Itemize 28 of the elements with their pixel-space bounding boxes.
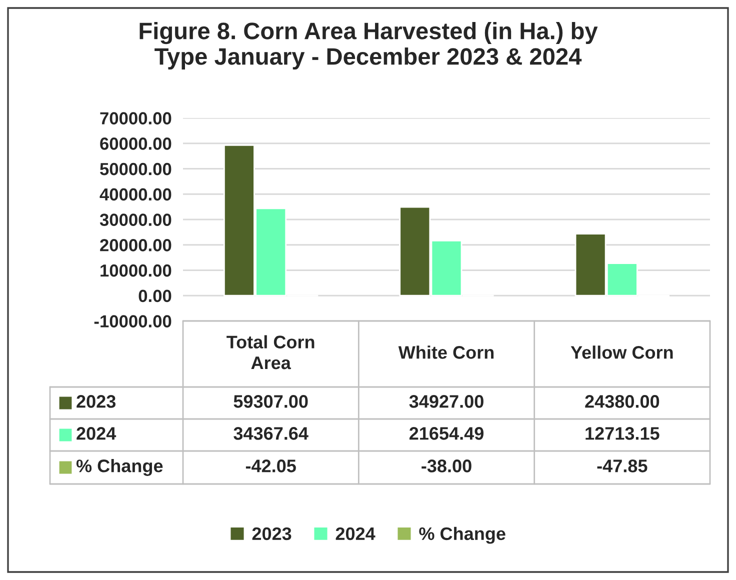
y-tick-label: 40000.00 (100, 188, 172, 201)
y-tick-label: 0.00 (138, 290, 172, 302)
x-tick-label: Total Corn Area (226, 335, 314, 370)
data-label: -47.85 (597, 460, 648, 472)
x-tick-label: Yellow Corn (570, 346, 673, 359)
data-label: 24380.00 (585, 395, 660, 408)
data-label: 12713.15 (586, 427, 660, 440)
legend-label: 2023 (76, 395, 116, 408)
text: 2024 (336, 527, 376, 540)
y-tick-label: 70000.00 (100, 112, 172, 124)
chart-title: Figure 8. Corn Area Harvested (in Ha.) by Type January - December 2023 & 2024 (140, 22, 598, 70)
y-tick-label: 60000.00 (100, 138, 172, 150)
y-tick-label: 10000.00 (100, 264, 172, 277)
data-label: 21654.49 (409, 427, 484, 440)
data-label: -38.00 (422, 460, 472, 472)
data-label: 34927.00 (409, 395, 484, 408)
data-label: -42.05 (246, 460, 296, 472)
y-tick-label: 20000.00 (100, 239, 172, 252)
data-label: 59307.00 (234, 395, 308, 408)
x-tick-label: White Corn (398, 346, 494, 359)
y-tick-label: -10000.00 (94, 315, 172, 328)
y-tick-label: 50000.00 (100, 162, 172, 176)
legend-label: 2024 (76, 427, 116, 440)
data-label: 34367.64 (234, 427, 308, 440)
legend-label: % Change (76, 459, 163, 476)
text: 2023 (252, 527, 292, 540)
text: % Change (419, 526, 506, 544)
y-tick-label: 30000.00 (100, 214, 172, 226)
